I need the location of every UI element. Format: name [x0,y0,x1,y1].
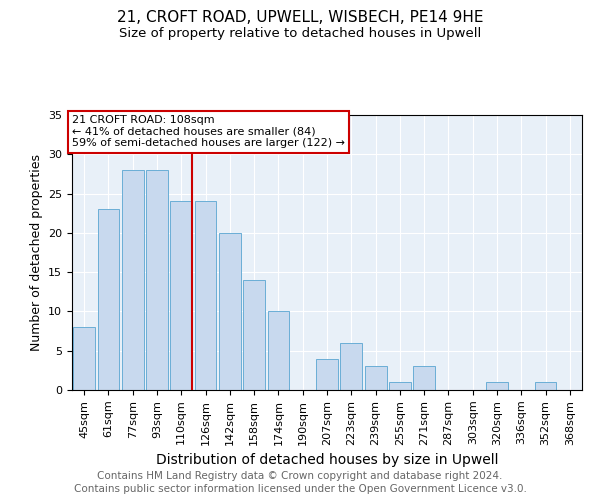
Bar [535,382,556,390]
Bar [122,170,143,390]
Bar [97,210,119,390]
Text: Size of property relative to detached houses in Upwell: Size of property relative to detached ho… [119,28,481,40]
X-axis label: Distribution of detached houses by size in Upwell: Distribution of detached houses by size … [156,453,498,467]
Text: Contains public sector information licensed under the Open Government Licence v3: Contains public sector information licen… [74,484,526,494]
Bar [486,382,508,390]
Bar [219,233,241,390]
Bar [194,202,217,390]
Y-axis label: Number of detached properties: Number of detached properties [29,154,43,351]
Bar [365,366,386,390]
Bar [268,312,289,390]
Text: 21 CROFT ROAD: 108sqm
← 41% of detached houses are smaller (84)
59% of semi-deta: 21 CROFT ROAD: 108sqm ← 41% of detached … [72,115,345,148]
Bar [340,343,362,390]
Bar [170,202,192,390]
Bar [389,382,411,390]
Bar [73,327,95,390]
Text: Contains HM Land Registry data © Crown copyright and database right 2024.: Contains HM Land Registry data © Crown c… [97,471,503,481]
Bar [146,170,168,390]
Bar [413,366,435,390]
Text: 21, CROFT ROAD, UPWELL, WISBECH, PE14 9HE: 21, CROFT ROAD, UPWELL, WISBECH, PE14 9H… [117,10,483,25]
Bar [316,358,338,390]
Bar [243,280,265,390]
